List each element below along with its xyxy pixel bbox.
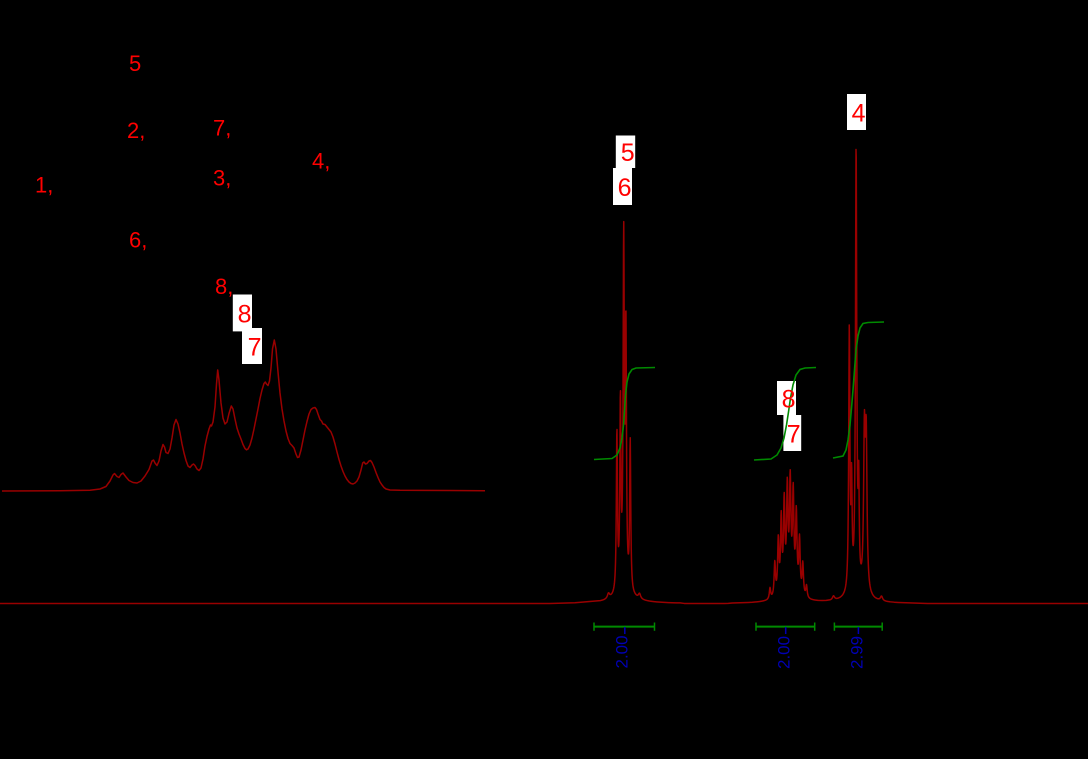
svg-text:8: 8 <box>782 386 796 414</box>
svg-text:5: 5 <box>621 139 635 167</box>
svg-text:4: 4 <box>852 100 866 128</box>
svg-text:8: 8 <box>238 300 252 328</box>
svg-text:4,: 4, <box>312 149 330 174</box>
svg-text:2.00: 2.00 <box>774 636 793 669</box>
svg-text:1,: 1, <box>35 173 53 198</box>
svg-text:7,: 7, <box>213 116 231 141</box>
svg-text:7: 7 <box>248 334 262 362</box>
svg-text:6: 6 <box>618 174 632 202</box>
svg-text:3,: 3, <box>213 166 231 191</box>
svg-text:7: 7 <box>787 421 801 449</box>
svg-text:8,: 8, <box>215 274 233 299</box>
svg-text:2,: 2, <box>127 118 145 143</box>
svg-text:2.00: 2.00 <box>613 635 632 668</box>
svg-text:6,: 6, <box>129 228 147 253</box>
svg-text:2.99: 2.99 <box>848 636 867 669</box>
svg-text:5: 5 <box>129 51 141 76</box>
